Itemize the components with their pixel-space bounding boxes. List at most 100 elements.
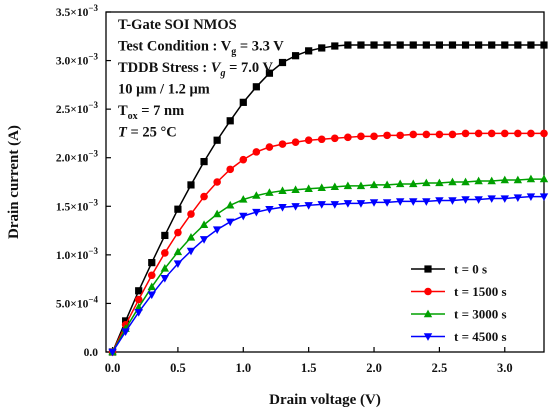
data-point <box>291 138 300 146</box>
data-point <box>135 287 143 295</box>
x-tick-label: 1.0 <box>235 361 251 375</box>
data-point <box>265 69 274 77</box>
data-point <box>540 129 548 138</box>
data-point <box>501 41 509 49</box>
data-point <box>357 41 365 49</box>
data-point <box>226 117 234 125</box>
data-point <box>278 204 287 212</box>
y-tick-label: 0.0 <box>84 347 99 359</box>
data-point <box>500 195 509 203</box>
data-point <box>278 140 287 148</box>
data-point <box>344 41 352 49</box>
data-point <box>160 274 170 283</box>
data-point <box>343 200 353 208</box>
data-point <box>330 201 340 209</box>
series-1 <box>108 129 548 356</box>
data-point <box>252 208 261 217</box>
data-point <box>305 47 313 55</box>
data-point <box>409 130 418 139</box>
data-point <box>422 198 431 206</box>
data-point <box>514 41 522 49</box>
data-point <box>435 41 444 49</box>
data-point <box>409 41 417 49</box>
series-line <box>111 178 544 353</box>
data-point <box>409 179 418 188</box>
data-point <box>226 218 235 227</box>
data-point <box>199 236 209 244</box>
data-point <box>487 129 496 138</box>
annotation-line: Test Condition : Vg = 3.3 V <box>118 39 284 58</box>
data-point <box>540 41 548 49</box>
y-tick-label: 2.5×10−3 <box>56 100 99 116</box>
annotation-line: T-Gate SOI NMOS <box>118 17 237 33</box>
data-point <box>500 129 509 138</box>
data-point <box>448 41 457 49</box>
data-point <box>317 201 326 209</box>
y-axis-ticks: 0.0 5.0×10−4 1.0×10−3 1.5×10−3 2.0×10−3 2.5×1… <box>56 3 111 359</box>
data-point <box>383 41 391 49</box>
x-tick-label: 1.5 <box>301 361 317 375</box>
data-point <box>395 179 405 188</box>
data-point <box>513 175 523 184</box>
data-point <box>265 143 274 151</box>
data-point <box>186 232 196 241</box>
data-point <box>291 203 300 211</box>
data-point <box>173 260 183 268</box>
data-point <box>318 44 326 52</box>
data-point <box>422 178 431 187</box>
data-point <box>448 197 457 205</box>
data-point <box>213 178 221 186</box>
y-tick-label: 5.0×10−4 <box>56 294 99 310</box>
legend-item: t = 1500 s <box>411 284 507 299</box>
data-point <box>526 193 536 201</box>
data-point <box>369 180 379 189</box>
data-point <box>147 291 156 300</box>
data-point <box>500 175 509 184</box>
x-tick-label: 2.0 <box>366 361 382 375</box>
data-point <box>134 295 143 304</box>
data-point <box>239 155 248 164</box>
data-point <box>474 176 483 185</box>
data-point <box>382 180 392 189</box>
data-point <box>409 198 418 206</box>
data-point <box>461 196 470 204</box>
legend-swatch-marker <box>423 309 433 318</box>
legend-item: t = 3000 s <box>411 307 507 322</box>
data-point <box>252 83 260 91</box>
x-tick-label: 0.5 <box>170 361 186 375</box>
y-tick-label: 1.0×10−3 <box>56 246 99 262</box>
annotation-line: TDDB Stress : Vg = 7.0 V <box>118 60 273 79</box>
data-point <box>357 132 365 141</box>
legend-label: t = 0 s <box>454 262 487 277</box>
data-point <box>291 52 300 60</box>
data-point <box>461 177 470 186</box>
series-line <box>111 44 544 353</box>
data-point <box>487 195 496 203</box>
data-point <box>278 186 287 194</box>
data-point <box>396 41 404 49</box>
data-point <box>395 198 405 206</box>
data-point <box>422 130 431 139</box>
data-point <box>200 192 208 201</box>
data-point <box>539 174 549 183</box>
data-point <box>513 194 523 202</box>
data-point <box>304 202 313 210</box>
data-point <box>147 282 156 291</box>
data-point <box>252 148 261 156</box>
data-point <box>174 205 182 213</box>
data-point <box>527 129 535 138</box>
data-point <box>343 181 353 190</box>
y-axis-title: Drain current (A) <box>6 125 22 239</box>
y-tick-label: 3.5×10−3 <box>56 3 99 19</box>
data-point <box>356 200 366 208</box>
data-point <box>147 271 156 280</box>
data-point <box>331 42 339 50</box>
data-point <box>213 136 221 144</box>
legend-label: t = 4500 s <box>454 329 507 344</box>
data-point <box>539 193 549 201</box>
series-layer <box>108 41 549 357</box>
series-line <box>111 132 544 353</box>
data-point <box>212 209 222 218</box>
data-point <box>474 196 483 204</box>
data-point <box>265 188 274 196</box>
